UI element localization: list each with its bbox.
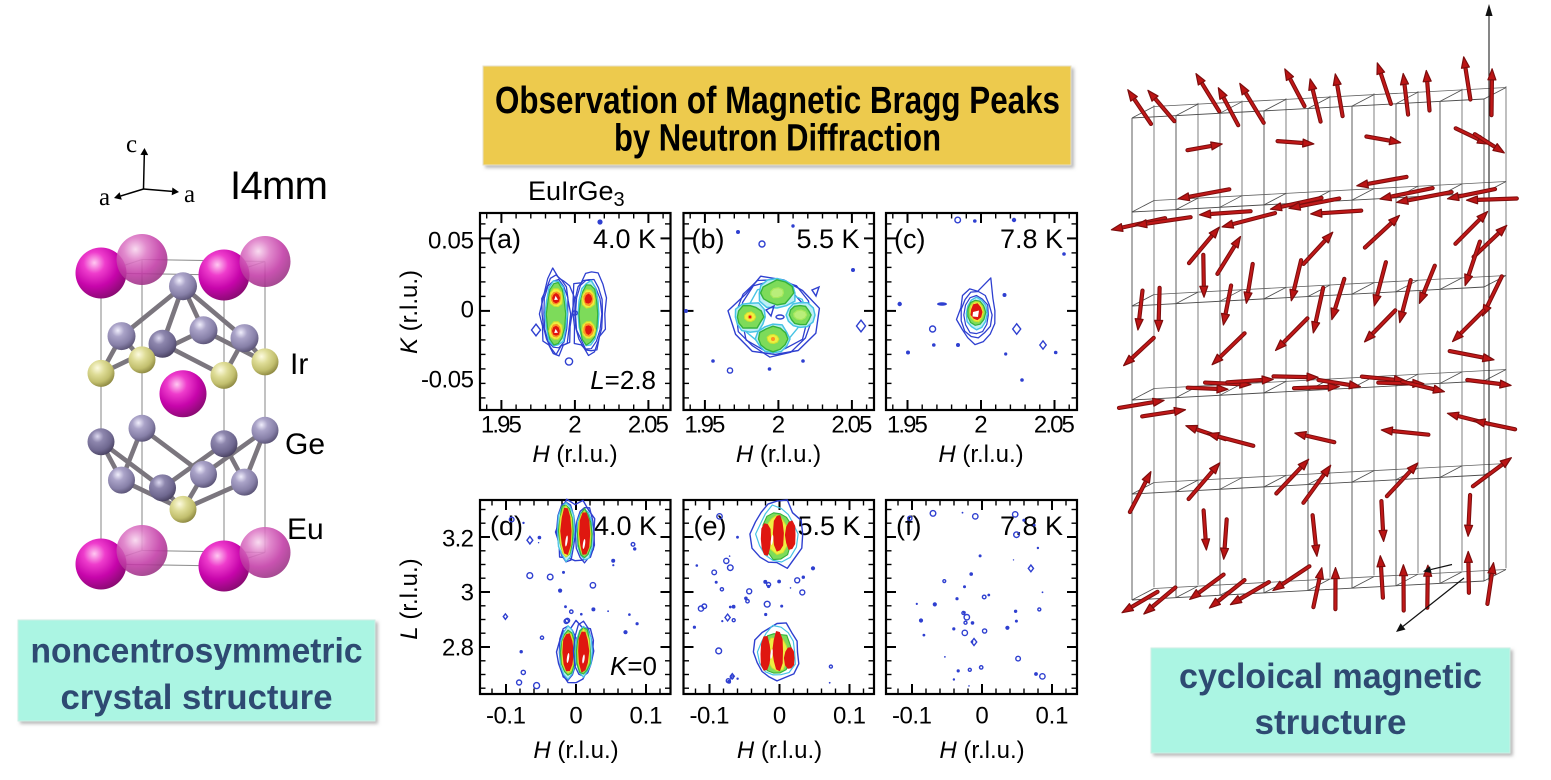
svg-text:cycloical magnetic: cycloical magnetic — [1179, 657, 1482, 696]
svg-text:0.05: 0.05 — [428, 228, 474, 255]
svg-text:2: 2 — [772, 412, 785, 439]
svg-text:-0.05: -0.05 — [421, 367, 474, 394]
svg-text:(e): (e) — [694, 511, 727, 541]
svg-text:5.5 K: 5.5 K — [796, 224, 859, 254]
svg-text:2.05: 2.05 — [1034, 412, 1075, 439]
svg-text:2: 2 — [974, 412, 987, 439]
svg-text:1.95: 1.95 — [481, 412, 522, 439]
svg-text:(d): (d) — [490, 511, 523, 541]
svg-text:0.1: 0.1 — [1036, 703, 1069, 730]
svg-text:by Neutron Diffraction: by Neutron Diffraction — [614, 118, 941, 160]
svg-text:2: 2 — [568, 412, 581, 439]
svg-text:1.95: 1.95 — [887, 412, 928, 439]
svg-text:crystal structure: crystal structure — [61, 678, 333, 717]
svg-text:0.1: 0.1 — [630, 703, 663, 730]
svg-text:0: 0 — [773, 703, 786, 730]
svg-text:-0.1: -0.1 — [892, 703, 932, 730]
svg-text:a: a — [99, 184, 110, 211]
svg-text:structure: structure — [1255, 703, 1407, 742]
svg-text:5.5 K: 5.5 K — [797, 511, 860, 541]
svg-text:K (r.l.u.): K (r.l.u.) — [396, 270, 423, 354]
svg-text:H (r.l.u.): H (r.l.u.) — [736, 441, 821, 468]
svg-text:EuIrGe3: EuIrGe3 — [528, 176, 625, 211]
svg-text:L (r.l.u.): L (r.l.u.) — [396, 558, 423, 639]
svg-text:(b): (b) — [692, 224, 725, 254]
svg-text:H (r.l.u.): H (r.l.u.) — [939, 737, 1024, 764]
svg-text:H (r.l.u.): H (r.l.u.) — [737, 737, 822, 764]
svg-text:(c): (c) — [894, 224, 925, 254]
svg-text:I4mm: I4mm — [230, 164, 328, 208]
svg-text:0: 0 — [461, 297, 474, 324]
svg-text:3: 3 — [461, 580, 474, 607]
svg-text:Ge: Ge — [285, 428, 325, 461]
svg-text:L=2.8: L=2.8 — [590, 365, 656, 395]
svg-text:2.05: 2.05 — [628, 412, 669, 439]
svg-text:0: 0 — [975, 703, 988, 730]
svg-text:-0.1: -0.1 — [486, 703, 526, 730]
svg-text:H (r.l.u.): H (r.l.u.) — [533, 737, 618, 764]
svg-text:7.8 K: 7.8 K — [1000, 224, 1063, 254]
svg-text:4.0 K: 4.0 K — [594, 511, 657, 541]
svg-text:Eu: Eu — [287, 513, 324, 546]
svg-text:Ir: Ir — [290, 348, 308, 381]
svg-text:7.8 K: 7.8 K — [1000, 511, 1063, 541]
svg-text:(a): (a) — [488, 224, 521, 254]
svg-text:2.05: 2.05 — [831, 412, 872, 439]
svg-text:a: a — [184, 181, 195, 208]
svg-text:0: 0 — [569, 703, 582, 730]
svg-text:-0.1: -0.1 — [690, 703, 730, 730]
svg-text:2.8: 2.8 — [442, 635, 474, 662]
svg-text:H (r.l.u.): H (r.l.u.) — [532, 441, 617, 468]
svg-text:noncentrosymmetric: noncentrosymmetric — [31, 632, 363, 671]
svg-text:(f): (f) — [896, 511, 921, 541]
svg-text:1.95: 1.95 — [684, 412, 725, 439]
svg-text:K=0: K=0 — [610, 651, 657, 681]
svg-text:4.0 K: 4.0 K — [593, 224, 656, 254]
svg-text:H (r.l.u.): H (r.l.u.) — [938, 441, 1023, 468]
svg-text:Observation of Magnetic Bragg: Observation of Magnetic Bragg Peaks — [495, 80, 1060, 122]
svg-text:c: c — [126, 131, 137, 158]
svg-text:0.1: 0.1 — [833, 703, 866, 730]
svg-text:3.2: 3.2 — [442, 526, 474, 553]
